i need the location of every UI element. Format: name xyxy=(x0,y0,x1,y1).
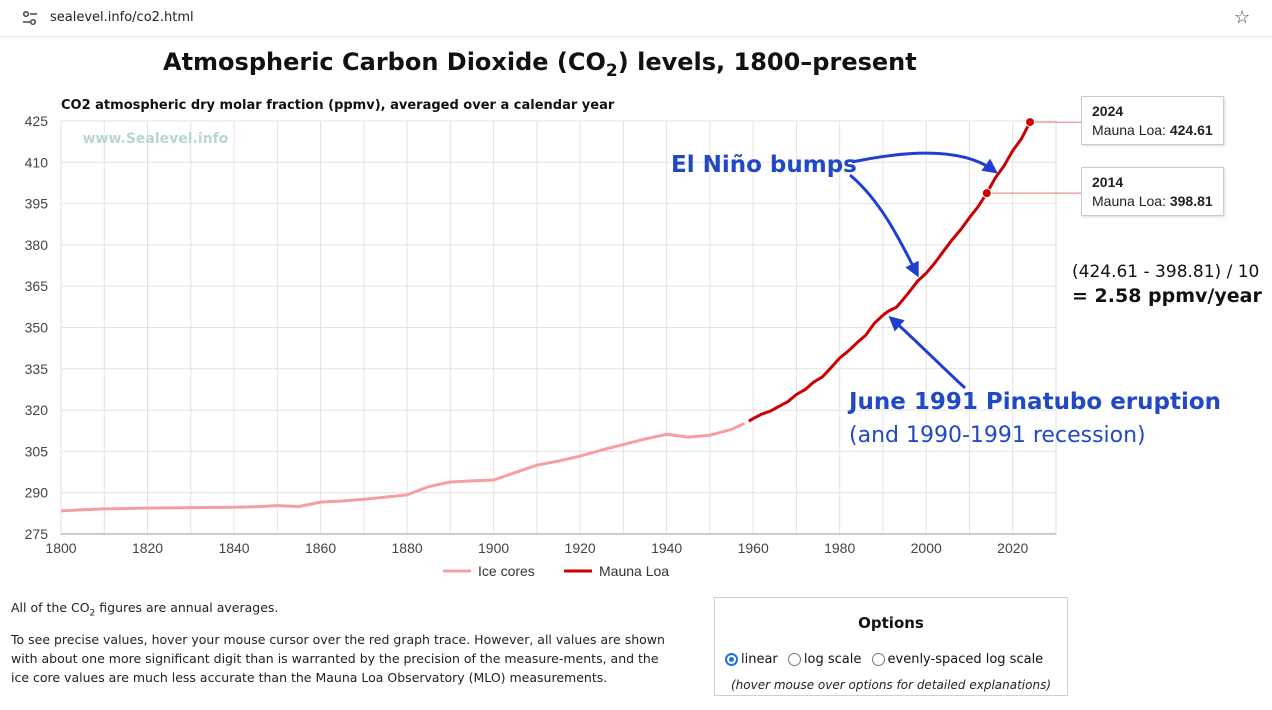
options-title: Options xyxy=(858,614,924,632)
x-tick-label: 1920 xyxy=(565,540,596,556)
scale-options: linear log scale evenly-spaced log scale xyxy=(725,652,1049,670)
url-text[interactable]: sealevel.info/co2.html xyxy=(50,10,194,25)
option-linear[interactable]: linear xyxy=(725,652,778,667)
tooltip-2014: 2014 Mauna Loa: 398.81 xyxy=(1081,167,1224,216)
x-tick-label: 1840 xyxy=(218,540,249,556)
y-tick-label: 425 xyxy=(25,113,49,129)
watermark-text: www.Sealevel.info xyxy=(83,131,229,147)
el-nino-label: El Niño bumps xyxy=(671,152,857,178)
tooltip-label: Mauna Loa: xyxy=(1092,122,1166,138)
y-tick-label: 335 xyxy=(25,361,49,377)
annual-note-sub: 2 xyxy=(89,608,96,619)
option-log-scale[interactable]: log scale xyxy=(787,652,862,667)
title-subscript: 2 xyxy=(605,60,618,81)
tooltip-2024: 2024 Mauna Loa: 424.61 xyxy=(1081,96,1224,145)
chart-subtitle: CO2 atmospheric dry molar fraction (ppmv… xyxy=(61,98,615,113)
browser-url-bar[interactable]: sealevel.info/co2.html ☆ xyxy=(0,0,1272,37)
y-tick-label: 350 xyxy=(25,320,49,336)
options-note: (hover mouse over options for detailed e… xyxy=(730,678,1052,692)
x-tick-label: 1880 xyxy=(392,540,423,556)
recession-label: (and 1990-1991 recession) xyxy=(849,423,1146,448)
mauna-loa-line[interactable] xyxy=(748,121,1032,423)
x-tick-label: 1940 xyxy=(651,540,682,556)
rate-calc-formula: (424.61 - 398.81) / 10 xyxy=(1072,262,1260,282)
title-end: ) levels, 1800–present xyxy=(617,48,917,76)
marker-point-2024[interactable] xyxy=(1025,117,1036,128)
x-tick-label: 2020 xyxy=(997,540,1028,556)
option-label[interactable]: evenly-spaced log scale xyxy=(887,652,1044,667)
annual-note-b: figures are annual averages. xyxy=(95,600,279,615)
y-tick-label: 365 xyxy=(25,278,49,294)
page-title: Atmospheric Carbon Dioxide (CO2) levels,… xyxy=(163,48,917,81)
pinatubo-label: June 1991 Pinatubo eruption xyxy=(849,389,1222,415)
options-panel: Options linear log scale evenly-spaced l… xyxy=(714,597,1068,696)
co2-chart[interactable]: 275 290 305 320 335 350 365 380 395 410 425 1800 182… xyxy=(0,0,1272,600)
ice-cores-line[interactable] xyxy=(60,421,746,513)
tooltip-year: 2014 xyxy=(1092,174,1124,190)
radio-evenly-spaced-log[interactable] xyxy=(871,653,885,666)
x-tick-label: 1980 xyxy=(824,540,855,556)
y-tick-label: 305 xyxy=(25,443,49,459)
star-icon[interactable]: ☆ xyxy=(1234,7,1251,27)
annual-note: All of the CO2 figures are annual averag… xyxy=(11,598,611,624)
legend-label: Mauna Loa xyxy=(599,563,669,579)
x-tick-label: 1820 xyxy=(132,540,163,556)
arrow-el-nino-upper xyxy=(851,151,998,174)
y-tick-label: 275 xyxy=(25,526,49,542)
radio-log-scale[interactable] xyxy=(787,653,801,666)
y-tick-label: 290 xyxy=(25,485,49,501)
y-tick-label: 395 xyxy=(25,196,49,212)
x-tick-label: 1860 xyxy=(305,540,336,556)
radio-linear[interactable] xyxy=(725,653,738,666)
x-tick-label: 2000 xyxy=(911,540,942,556)
option-label[interactable]: log scale xyxy=(803,652,862,667)
tooltip-year: 2024 xyxy=(1092,103,1124,119)
tooltip-value: 398.81 xyxy=(1169,193,1213,209)
annual-note-a: All of the CO xyxy=(11,600,90,615)
y-tick-label: 410 xyxy=(25,154,49,170)
arrow-pinatubo xyxy=(888,316,967,390)
rate-calc-result: = 2.58 ppmv/year xyxy=(1072,285,1262,307)
precision-note: To see precise values, hover your mouse … xyxy=(11,632,665,685)
tooltip-label: Mauna Loa: xyxy=(1092,193,1166,209)
x-tick-label: 1960 xyxy=(738,540,769,556)
option-evenly-spaced-log[interactable]: evenly-spaced log scale xyxy=(871,652,1044,667)
marker-point-2014[interactable] xyxy=(981,188,992,199)
y-tick-label: 320 xyxy=(25,402,49,418)
x-tick-label: 1900 xyxy=(478,540,509,556)
title-main: Atmospheric Carbon Dioxide (CO xyxy=(163,48,606,76)
tooltip-value: 424.61 xyxy=(1169,122,1213,138)
arrow-el-nino-lower xyxy=(849,173,919,278)
tune-icon[interactable] xyxy=(22,10,38,26)
x-tick-label: 1800 xyxy=(45,540,76,556)
option-label[interactable]: linear xyxy=(741,652,778,667)
y-tick-label: 380 xyxy=(25,237,49,253)
legend-label: Ice cores xyxy=(478,563,535,579)
